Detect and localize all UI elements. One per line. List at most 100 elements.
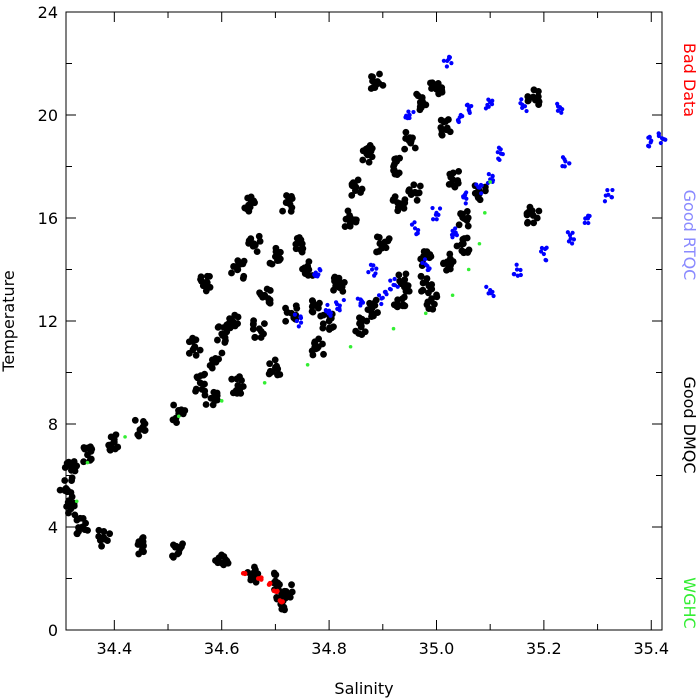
scatter-points [56,54,668,614]
scatter-point [208,356,216,364]
scatter-point [394,296,402,304]
scatter-point [140,542,147,550]
scatter-point [293,304,301,312]
top-axis-ticks [113,12,652,22]
scatter-point [541,251,546,257]
scatter-point [430,205,435,211]
scatter-point [296,324,301,329]
scatter-point [428,281,436,288]
scatter-point [313,344,321,352]
scatter-point [325,302,330,308]
scatter-point [433,212,439,217]
scatter-point [423,248,431,256]
scatter-point [201,387,209,395]
scatter-point [523,209,531,217]
scatter-point [426,267,431,272]
scatter-point [392,276,397,282]
scatter-point [466,267,471,272]
scatter-point [457,115,462,120]
scatter-point [320,350,327,358]
scatter-point [221,339,229,346]
scatter-point [524,108,529,114]
scatter-point [372,81,380,88]
scatter-point [427,253,435,260]
scatter-point [530,219,538,227]
scatter-point [68,493,76,501]
scatter-point [477,241,482,246]
scatter-point [583,216,588,221]
scatter-point [308,303,316,310]
scatter-point [444,64,449,69]
scatter-point [379,301,384,307]
y-tick-label: 4 [48,518,58,537]
scatter-point [285,194,292,202]
scatter-point [495,150,500,155]
scatter-point [298,315,304,320]
scatter-point [434,217,439,222]
scatter-point [255,576,261,581]
scatter-point [249,325,257,333]
scatter-point [256,237,264,245]
scatter-point [417,273,425,280]
scatter-point [406,109,411,114]
scatter-point [88,445,96,453]
scatter-point [174,550,181,558]
scatter-point [567,161,572,166]
scatter-point [405,187,413,195]
scatter-point [192,351,200,359]
scatter-point [317,266,322,272]
scatter-point [313,270,318,275]
scatter-point [348,191,356,199]
y-tick-label: 24 [38,3,58,22]
scatter-point [474,182,479,187]
scatter-point [197,372,205,380]
scatter-point [257,334,265,341]
scatter-point [463,201,468,206]
scatter-point [278,605,286,613]
scatter-point [353,216,360,224]
scatter-point [656,131,661,136]
scatter-point [179,540,186,548]
scatter-point [365,158,373,166]
scatter-point [605,188,610,193]
y-tick-label: 0 [48,621,58,640]
scatter-point [364,151,372,159]
scatter-point [416,182,424,190]
scatter-point [387,286,393,292]
scatter-point [522,104,528,109]
scatter-point [518,267,523,273]
x-tick-label: 35.4 [633,639,669,658]
scatter-point [401,199,409,207]
scatter-point [375,234,383,241]
scatter-point [185,349,193,357]
scatter-point [111,445,119,453]
scatter-point [170,401,178,409]
scatter-point [477,185,482,190]
scatter-point [136,426,144,434]
scatter-point [228,269,235,277]
scatter-point [471,189,479,197]
scatter-point [190,344,198,352]
scatter-point [538,249,544,254]
scatter-point [308,307,316,315]
scatter-point [271,356,279,364]
scatter-point [288,581,295,589]
scatter-point [261,320,268,328]
scatter-point [253,248,261,256]
scatter-point [95,526,103,534]
scatter-point [314,303,322,310]
scatter-point [218,349,226,357]
scatter-point [262,381,267,385]
scatter-point [265,370,273,378]
scatter-point [319,324,327,332]
legend: Bad Data Good RTQC Good DMQC WGHC [680,43,699,629]
scatter-point [490,174,495,179]
scatter-point [430,217,436,222]
scatter-point [106,530,114,538]
scatter-point [176,414,181,419]
scatter-point [139,418,147,425]
scatter-point [250,317,257,325]
scatter-point [228,375,236,383]
scatter-point [259,293,267,301]
y-tick-label: 8 [48,415,58,434]
